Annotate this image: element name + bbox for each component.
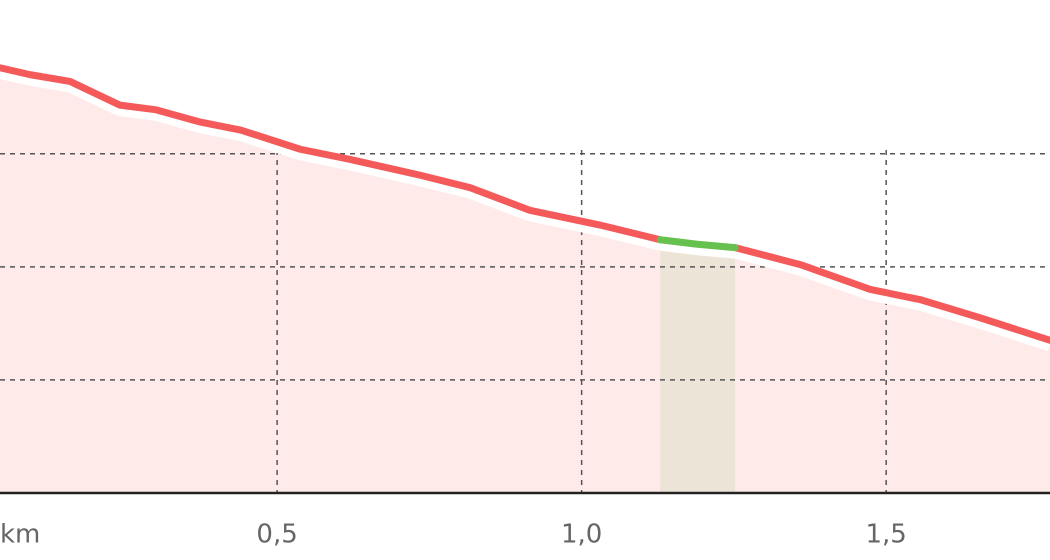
line xyxy=(731,244,1050,344)
x-tick-label: 0,5 xyxy=(256,520,297,550)
area xyxy=(0,67,1050,493)
line-halo xyxy=(0,65,662,251)
line xyxy=(0,64,664,244)
line-halo xyxy=(659,236,736,259)
x-axis-unit: km xyxy=(0,520,40,550)
x-tick-label: 1,0 xyxy=(561,520,602,550)
line xyxy=(656,236,739,252)
line-halo xyxy=(733,244,1050,352)
x-tick-label: 1,5 xyxy=(865,520,906,550)
area xyxy=(660,239,736,493)
